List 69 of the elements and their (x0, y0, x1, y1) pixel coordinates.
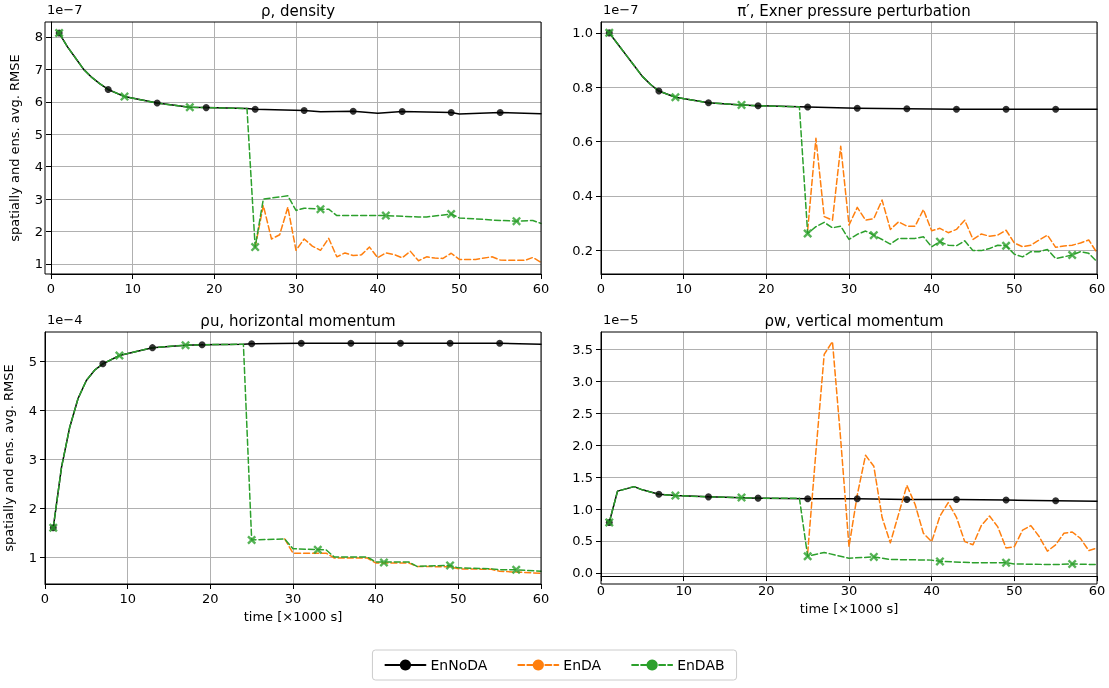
x-tick-label: 40 (369, 281, 386, 296)
y-tick-label: 7 (34, 61, 43, 77)
text: 1e−7 (47, 2, 83, 17)
x-tick-label: 20 (758, 583, 775, 599)
y-tick-label: 4 (28, 402, 37, 418)
x-tick-label: 20 (206, 281, 223, 296)
y-tick-label: 3.5 (572, 341, 593, 357)
text: 1e−5 (603, 312, 639, 327)
x-tick-label: 60 (1088, 583, 1106, 599)
y-tick-label: 0.0 (572, 565, 593, 581)
x-tick-label: 50 (1006, 281, 1023, 296)
x-tick-label: 40 (923, 583, 940, 599)
legend-label: EnDA (563, 657, 602, 673)
chart-title: ρ, density (260, 1, 336, 20)
x-tick-label: 40 (923, 281, 940, 296)
chart-title: ρu, horizontal momentum (200, 311, 396, 330)
y-tick-label: 1.0 (572, 501, 593, 517)
y-tick-label: 2 (34, 224, 43, 240)
x-tick-label: 10 (675, 281, 692, 296)
y-tick-label: 2.0 (572, 437, 593, 453)
legend-label: EnNoDA (430, 657, 488, 673)
y-tick-label: 0.5 (572, 533, 593, 549)
x-tick-label: 40 (367, 591, 384, 606)
text: 1e−7 (603, 2, 639, 17)
x-tick-label: 0 (596, 281, 606, 296)
x-tick-label: 60 (532, 591, 550, 606)
y-tick-label: 2.5 (572, 405, 593, 421)
x-tick-label: 50 (450, 591, 467, 606)
y-tick-label: 5 (28, 353, 37, 369)
text: 1e−4 (47, 312, 83, 327)
y-tick-label: 3.0 (572, 373, 593, 389)
y-tick-label: 8 (34, 29, 43, 45)
x-tick-label: 30 (840, 583, 858, 599)
y-tick-label: 0.4 (572, 188, 593, 204)
y-tick-label: 6 (34, 94, 43, 110)
x-tick-label: 50 (1006, 583, 1023, 599)
legend-label: EnDAB (677, 657, 725, 673)
x-tick-label: 60 (1088, 281, 1106, 296)
y-tick-label: 1.5 (572, 469, 593, 485)
y-tick-label: 1.0 (572, 25, 593, 41)
y-tick-label: 2 (28, 500, 37, 516)
x-tick-label: 10 (124, 281, 141, 296)
x-tick-label: 0 (40, 591, 50, 606)
y-tick-label: 0.2 (572, 242, 593, 258)
x-tick-label: 0 (596, 583, 606, 599)
x-tick-label: 60 (532, 281, 550, 296)
x-tick-label: 10 (675, 583, 692, 599)
chart-title: ρw, vertical momentum (764, 311, 944, 330)
chart-title: π′, Exner pressure perturbation (737, 1, 971, 20)
x-tick-label: 10 (119, 591, 136, 606)
x-tick-label: 30 (840, 281, 858, 296)
y-axis-title: spatially and ens. avg. RMSE (7, 54, 22, 242)
x-axis-title: time [×1000 s] (243, 608, 343, 624)
x-tick-label: 20 (758, 281, 775, 296)
y-tick-label: 0.6 (572, 134, 593, 150)
y-tick-label: 4 (34, 159, 43, 175)
y-tick-label: 3 (34, 191, 43, 207)
y-tick-label: 1 (28, 549, 37, 565)
y-tick-label: 0.8 (572, 79, 593, 95)
x-tick-label: 30 (287, 281, 305, 296)
x-tick-label: 30 (284, 591, 302, 606)
y-tick-label: 5 (34, 126, 43, 142)
x-tick-label: 0 (46, 281, 56, 296)
x-tick-label: 50 (451, 281, 468, 296)
x-tick-label: 20 (202, 591, 219, 606)
y-tick-label: 1 (34, 256, 43, 272)
y-tick-label: 3 (28, 451, 37, 467)
y-axis-title: spatially and ens. avg. RMSE (1, 364, 16, 552)
x-axis-title: time [×1000 s] (799, 601, 899, 616)
